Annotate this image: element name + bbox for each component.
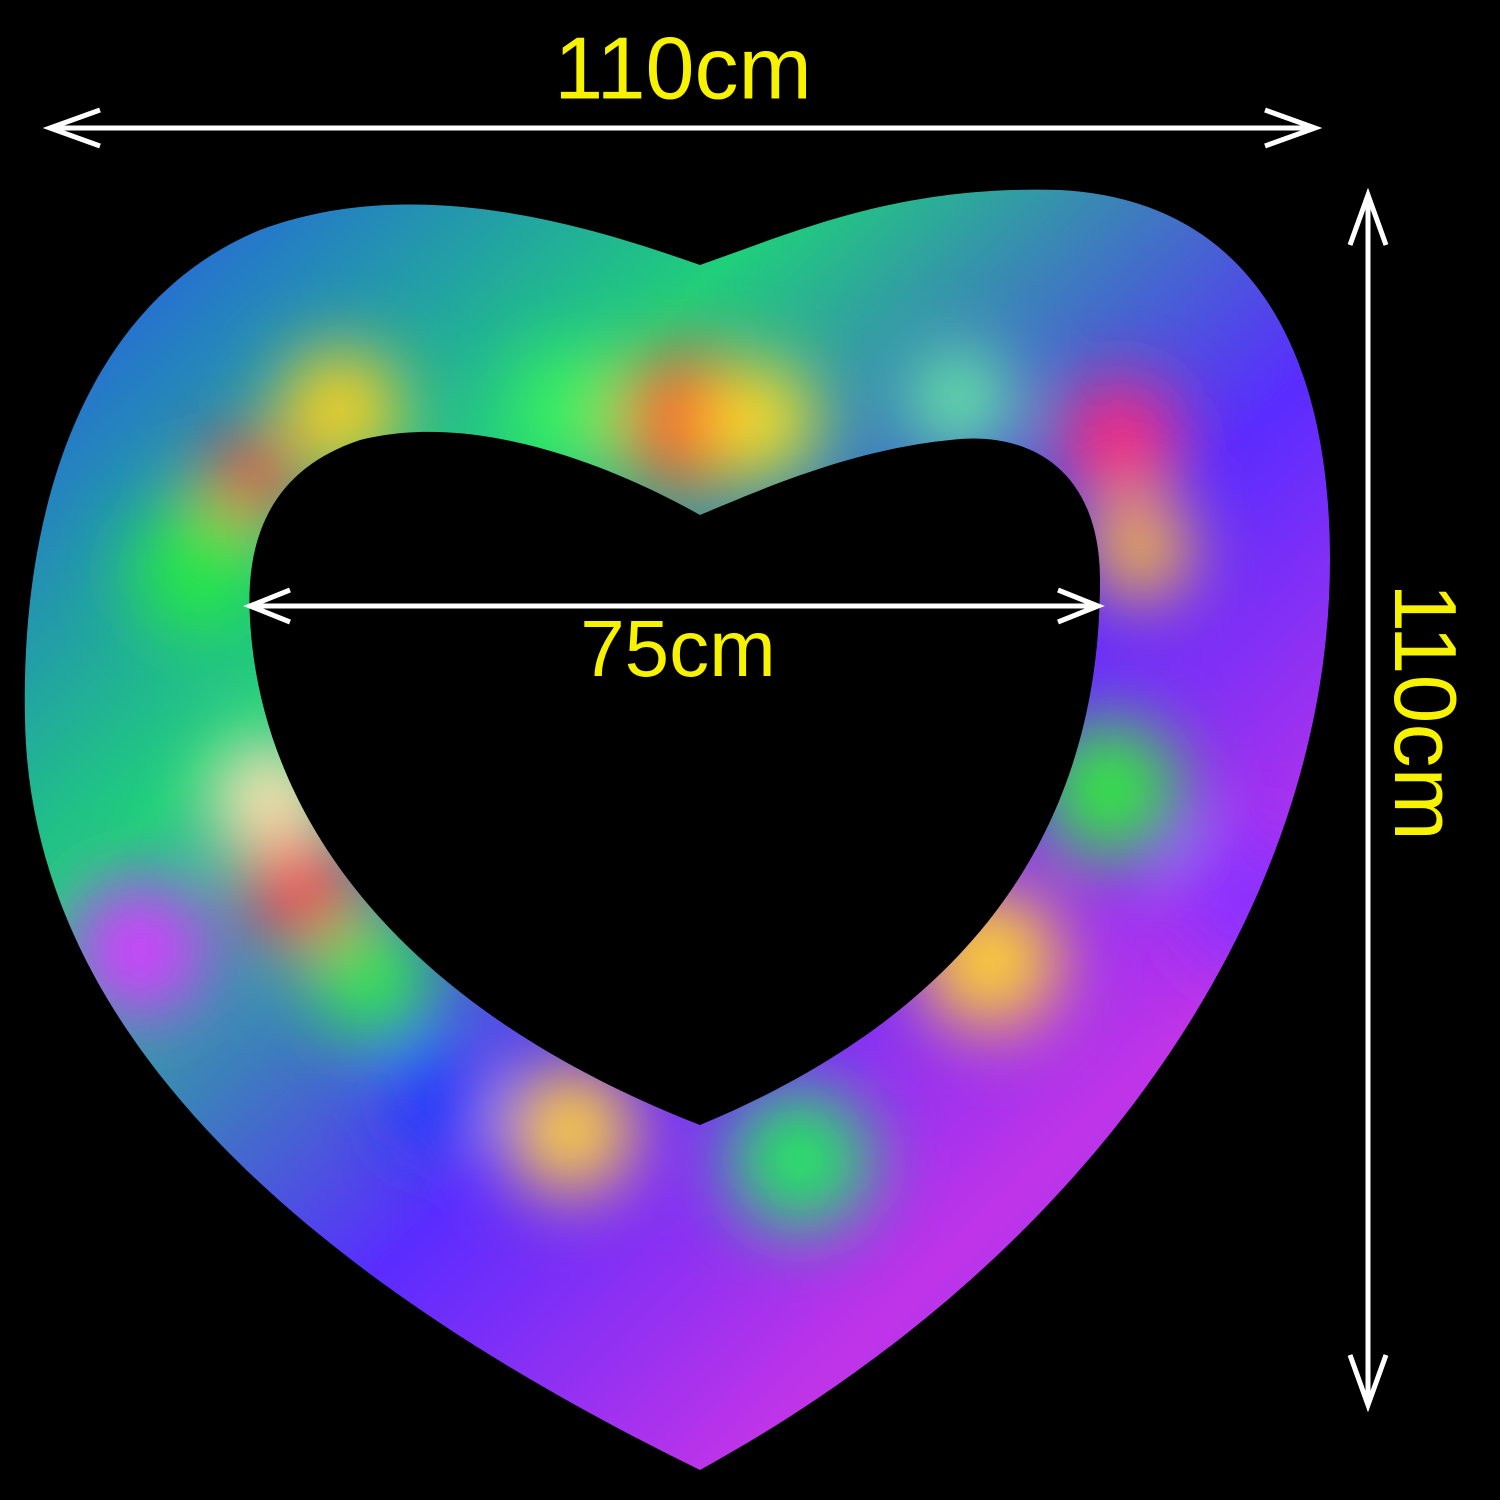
outer-height-label: 110cm (1376, 583, 1475, 841)
heart-float (24, 189, 1330, 1470)
dimension-arrows (42, 107, 1389, 1413)
outer-width-label: 110cm (554, 18, 812, 117)
inner-width-label: 75cm (580, 604, 776, 693)
